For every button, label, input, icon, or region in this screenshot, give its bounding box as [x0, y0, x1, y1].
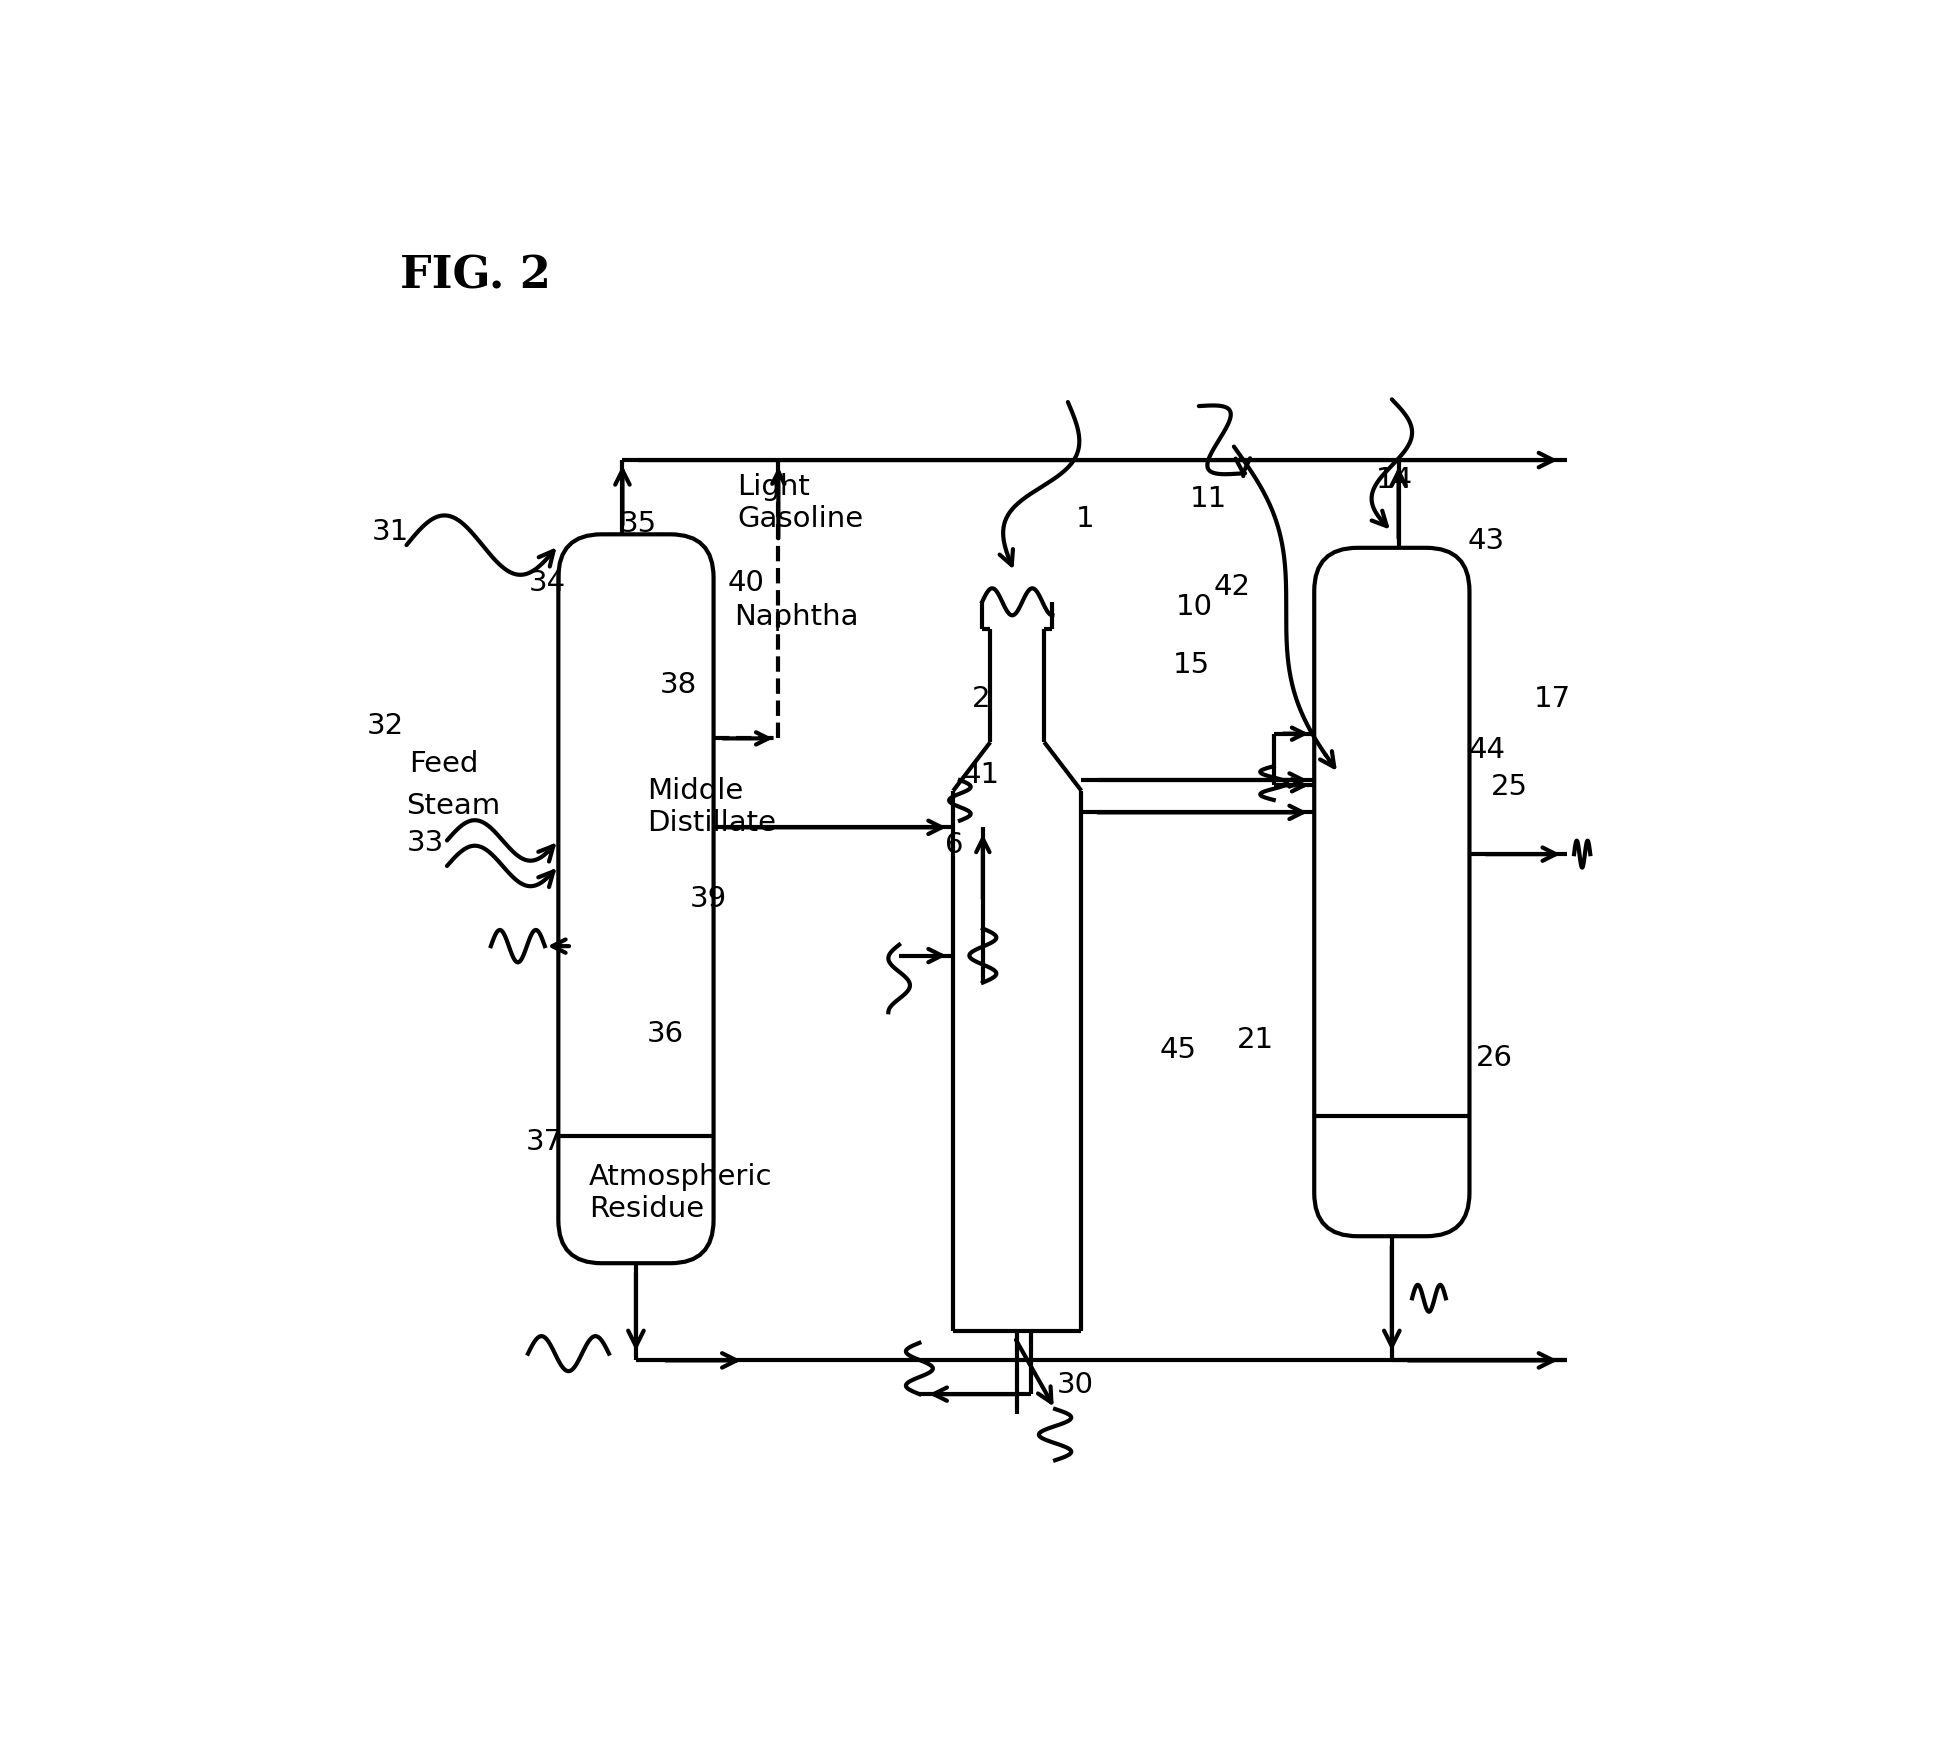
Text: 33: 33 — [406, 829, 443, 857]
Text: 44: 44 — [1468, 736, 1505, 764]
Text: 1: 1 — [1076, 505, 1095, 533]
FancyBboxPatch shape — [558, 535, 714, 1264]
Text: 41: 41 — [962, 761, 999, 789]
Text: Middle
Distillate: Middle Distillate — [646, 777, 775, 838]
Text: Atmospheric
Residue: Atmospheric Residue — [590, 1162, 773, 1224]
Text: Feed: Feed — [410, 750, 478, 778]
Text: 6: 6 — [945, 831, 964, 859]
Text: 11: 11 — [1189, 486, 1226, 514]
Text: 10: 10 — [1175, 593, 1212, 621]
Text: 40: 40 — [728, 570, 765, 598]
Text: Naphtha: Naphtha — [734, 603, 859, 631]
Text: 42: 42 — [1214, 573, 1251, 601]
Text: 14: 14 — [1376, 466, 1413, 494]
Text: 31: 31 — [373, 517, 410, 545]
Text: 15: 15 — [1173, 652, 1210, 678]
Text: 38: 38 — [660, 671, 697, 699]
Text: 37: 37 — [525, 1127, 562, 1155]
Text: 30: 30 — [1058, 1371, 1093, 1399]
Text: 34: 34 — [529, 570, 566, 598]
Text: Steam: Steam — [406, 792, 502, 820]
Text: 45: 45 — [1159, 1036, 1197, 1064]
Text: 32: 32 — [367, 712, 404, 740]
Text: 25: 25 — [1491, 773, 1526, 801]
Text: Light
Gasoline: Light Gasoline — [738, 473, 863, 533]
Text: 21: 21 — [1238, 1027, 1275, 1055]
Text: 39: 39 — [689, 885, 726, 913]
Text: 43: 43 — [1468, 528, 1505, 556]
Text: FIG. 2: FIG. 2 — [400, 254, 550, 298]
Text: 26: 26 — [1476, 1045, 1513, 1073]
Text: 2: 2 — [972, 685, 990, 713]
Text: 17: 17 — [1534, 685, 1571, 713]
Text: 36: 36 — [646, 1020, 683, 1048]
FancyBboxPatch shape — [1314, 547, 1470, 1236]
Text: 35: 35 — [619, 510, 658, 538]
